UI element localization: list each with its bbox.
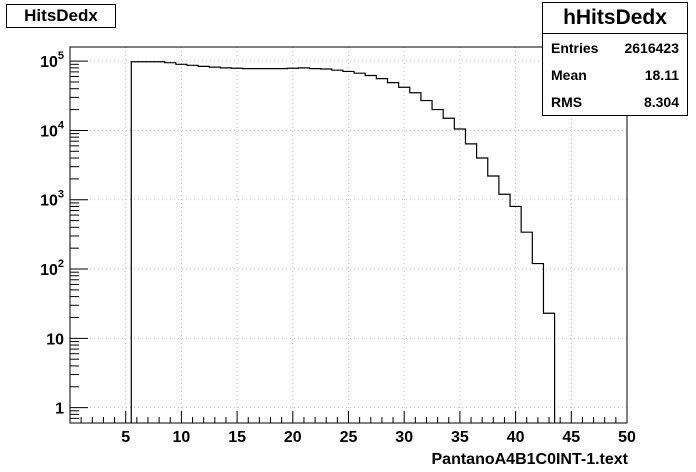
y-tick-label: 1 (55, 401, 64, 418)
stats-row-rms: RMS 8.304 (543, 88, 687, 115)
x-tick-label: 10 (173, 429, 191, 446)
x-axis-label: PantanoA4B1C0INT-1.text (431, 451, 629, 468)
y-tick-label: 105 (40, 50, 64, 71)
x-tick-label: 35 (451, 429, 469, 446)
y-tick-label: 103 (40, 189, 64, 210)
stats-row-mean: Mean 18.11 (543, 61, 687, 88)
stats-box: hHitsDedx Entries 2616423 Mean 18.11 RMS… (542, 2, 688, 116)
y-tick-label: 102 (40, 258, 64, 279)
stats-row-entries: Entries 2616423 (543, 34, 687, 61)
x-tick-label: 15 (228, 429, 246, 446)
stats-mean-label: Mean (551, 66, 587, 83)
stats-rms-value: 8.304 (643, 93, 679, 110)
histogram-title: HitsDedx (6, 4, 116, 28)
stats-name: hHitsDedx (543, 3, 687, 34)
y-tick-label: 104 (40, 119, 65, 140)
x-tick-label: 45 (562, 429, 580, 446)
stats-entries-value: 2616423 (624, 39, 679, 56)
stats-rms-label: RMS (551, 93, 583, 110)
x-tick-label: 25 (340, 429, 358, 446)
y-tick-label: 10 (46, 331, 64, 348)
x-axis: 5 10 15 20 25 30 35 40 45 50 (80, 411, 636, 446)
y-axis: 1 10 102 103 104 105 (40, 50, 88, 424)
x-tick-label: 40 (507, 429, 525, 446)
x-tick-label: 5 (121, 429, 130, 446)
x-tick-label: 30 (395, 429, 413, 446)
x-tick-label: 50 (618, 429, 636, 446)
stats-mean-value: 18.11 (644, 66, 679, 83)
x-tick-label: 20 (284, 429, 302, 446)
histogram-line (130, 61, 556, 423)
stats-entries-label: Entries (551, 39, 599, 56)
